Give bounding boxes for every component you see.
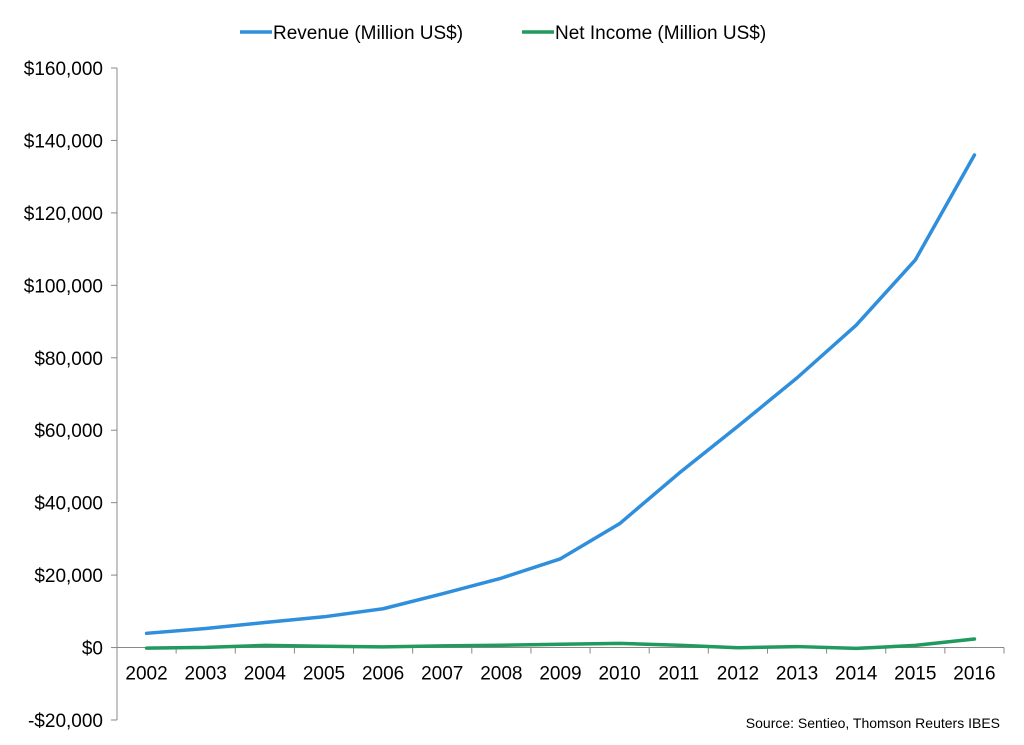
x-tick-label: 2011 (658, 664, 699, 685)
y-tick-label: $0 (82, 639, 103, 660)
y-tick-label: $140,000 (24, 131, 103, 152)
legend-label: Revenue (Million US$) (273, 23, 463, 44)
x-tick-label: 2015 (894, 664, 936, 685)
x-tick-label: 2016 (953, 664, 995, 685)
x-tick-label: 2009 (539, 664, 581, 685)
series-line-1 (147, 639, 975, 648)
x-tick-label: 2006 (362, 664, 404, 685)
x-tick-label: 2014 (835, 664, 878, 685)
source-annotation: Source: Sentieo, Thomson Reuters IBES (746, 715, 1000, 731)
y-tick-label: $100,000 (24, 276, 103, 297)
x-tick-label: 2004 (244, 664, 287, 685)
x-tick-label: 2013 (776, 664, 818, 685)
y-tick-label: $80,000 (34, 349, 103, 370)
legend-label: Net Income (Million US$) (555, 23, 766, 44)
y-tick-label: -$20,000 (28, 711, 103, 732)
y-tick-label: $20,000 (34, 566, 103, 587)
x-tick-label: 2010 (598, 664, 640, 685)
x-tick-label: 2002 (125, 664, 167, 685)
y-tick-label: $160,000 (24, 59, 103, 80)
x-tick-label: 2003 (185, 664, 227, 685)
y-tick-label: $60,000 (34, 421, 103, 442)
x-tick-label: 2005 (303, 664, 345, 685)
series-line-0 (147, 155, 975, 633)
x-tick-label: 2007 (421, 664, 463, 685)
y-tick-label: $120,000 (24, 204, 103, 225)
y-tick-label: $40,000 (34, 494, 103, 515)
x-tick-label: 2008 (480, 664, 522, 685)
x-tick-label: 2012 (717, 664, 759, 685)
